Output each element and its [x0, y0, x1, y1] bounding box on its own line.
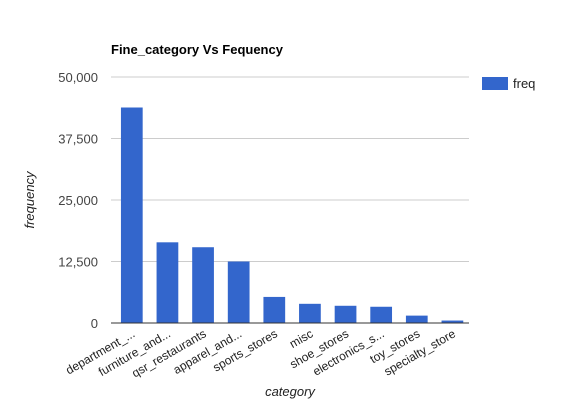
- bar-5[interactable]: [299, 303, 321, 323]
- y-tick-label: 0: [91, 316, 98, 331]
- y-tick-label: 50,000: [58, 70, 98, 85]
- y-axis-ticks: 0 12,500 25,000 37,500 50,000: [58, 70, 98, 331]
- bar-4[interactable]: [263, 296, 286, 323]
- bar-9[interactable]: [441, 320, 464, 323]
- x-axis-ticks: department_...furniture_and...qsr_restau…: [63, 326, 458, 380]
- y-axis-title: frequency: [22, 170, 37, 229]
- bar-8[interactable]: [405, 315, 428, 323]
- y-tick-label: 25,000: [58, 193, 98, 208]
- bar-1[interactable]: [156, 242, 179, 323]
- legend-label-freq: freq: [513, 76, 535, 91]
- legend-swatch-freq: [482, 77, 508, 90]
- legend[interactable]: freq: [482, 76, 535, 91]
- gridlines: [111, 76, 469, 262]
- chart-title: Fine_category Vs Fequency: [111, 42, 284, 57]
- bars: [120, 107, 464, 324]
- x-axis-title: category: [265, 384, 316, 399]
- bar-3[interactable]: [227, 261, 250, 324]
- bar-7[interactable]: [370, 306, 393, 323]
- bar-6[interactable]: [334, 305, 357, 323]
- y-tick-label: 12,500: [58, 255, 98, 270]
- bar-2[interactable]: [192, 247, 214, 323]
- y-tick-label: 37,500: [58, 132, 98, 147]
- bar-0[interactable]: [120, 107, 143, 323]
